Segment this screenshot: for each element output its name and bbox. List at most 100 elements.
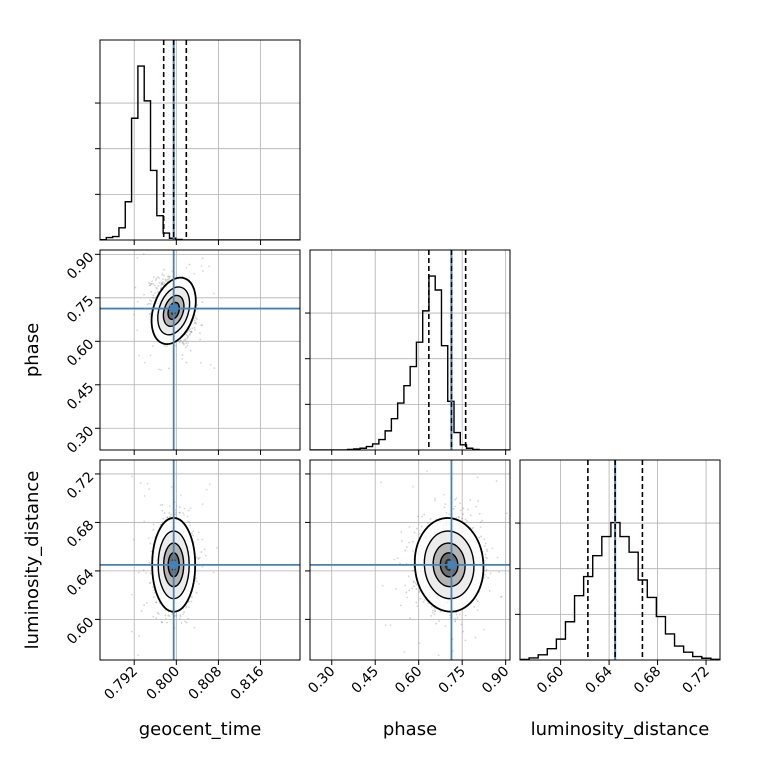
sample-point: [186, 337, 188, 340]
sample-point: [443, 493, 446, 496]
sample-point: [149, 284, 152, 287]
sample-point: [152, 245, 154, 247]
sample-point: [137, 635, 140, 637]
sample-point: [448, 614, 451, 617]
sample-point: [161, 273, 164, 276]
y-tick-label: 0.72: [64, 469, 97, 502]
sample-point: [483, 628, 485, 631]
panel-phase-vs-luminosity_distance: [305, 459, 511, 665]
sample-point: [201, 538, 204, 541]
sample-point: [459, 509, 462, 512]
sample-point: [487, 577, 490, 579]
sample-point: [155, 601, 158, 604]
sample-point: [480, 535, 482, 538]
sample-point: [134, 286, 137, 289]
sample-point: [153, 284, 156, 287]
sample-point: [166, 516, 169, 519]
sample-point: [151, 280, 153, 283]
sample-point: [196, 318, 198, 321]
sample-point: [197, 558, 200, 560]
sample-point: [194, 328, 196, 331]
sample-point: [152, 294, 155, 297]
sample-point: [454, 617, 457, 620]
sample-point: [162, 278, 164, 280]
sample-point: [145, 572, 147, 574]
sample-point: [160, 369, 162, 371]
sample-point: [408, 541, 411, 544]
x-tick-label: 0.808: [186, 664, 226, 704]
sample-point: [495, 480, 498, 482]
sample-point: [203, 548, 206, 551]
sample-point: [477, 500, 480, 503]
sample-point: [183, 507, 186, 510]
sample-point: [189, 328, 192, 331]
sample-point: [185, 333, 188, 336]
sample-point: [209, 363, 212, 366]
x-tick-label: 0.68: [631, 664, 664, 697]
sample-point: [150, 282, 152, 285]
sample-point: [181, 357, 184, 360]
sample-point: [154, 291, 156, 294]
y-tick-label: 0.45: [64, 380, 97, 413]
sample-point: [475, 598, 478, 601]
sample-point: [168, 512, 171, 514]
sample-point: [389, 624, 392, 627]
sample-point: [166, 621, 169, 624]
sample-point: [130, 593, 133, 596]
sample-point: [160, 283, 163, 285]
sample-point: [146, 303, 149, 306]
sample-point: [178, 341, 181, 344]
x-tick-label: 0.90: [479, 664, 512, 697]
sample-point: [454, 620, 456, 623]
sample-point: [152, 276, 155, 278]
sample-point: [418, 532, 421, 535]
x-tick-label: 0.800: [143, 664, 183, 704]
sample-point: [485, 548, 488, 551]
sample-point: [165, 617, 167, 620]
sample-point: [486, 557, 488, 560]
x-tick-label: 0.45: [349, 664, 382, 697]
sample-point: [191, 327, 194, 330]
sample-point: [150, 550, 153, 553]
sample-point: [458, 516, 460, 519]
sample-point: [179, 339, 182, 342]
sample-point: [188, 521, 191, 524]
sample-point: [394, 587, 397, 590]
sample-point: [199, 338, 202, 341]
sample-point: [148, 488, 150, 490]
sample-point: [193, 319, 196, 322]
x-axis-label: phase: [383, 719, 437, 740]
sample-point: [189, 331, 192, 333]
sample-point: [474, 636, 477, 639]
sample-point: [426, 470, 428, 473]
sample-point: [149, 582, 152, 584]
sample-point: [168, 615, 171, 617]
sample-point: [411, 540, 414, 543]
sample-point: [174, 615, 177, 617]
sample-point: [485, 569, 487, 572]
sample-point: [408, 575, 410, 578]
sample-point: [184, 338, 187, 341]
sample-point: [170, 485, 173, 488]
sample-point: [152, 596, 155, 598]
sample-point: [404, 549, 407, 552]
sample-point: [471, 527, 474, 530]
sample-point: [150, 283, 153, 285]
sample-point: [149, 572, 152, 575]
sample-point: [179, 494, 182, 497]
sample-point: [155, 617, 158, 620]
sample-point: [434, 610, 437, 613]
sample-point: [192, 534, 194, 537]
sample-point: [136, 257, 139, 259]
sample-point: [159, 504, 162, 506]
sample-point: [187, 509, 190, 512]
sample-point: [416, 605, 419, 608]
sample-point: [187, 335, 189, 338]
sample-point: [200, 324, 203, 327]
sample-point: [491, 547, 494, 550]
sample-point: [167, 275, 169, 278]
sample-point: [216, 546, 218, 549]
sample-point: [484, 542, 487, 545]
sample-point: [190, 600, 193, 603]
sample-point: [196, 580, 198, 583]
